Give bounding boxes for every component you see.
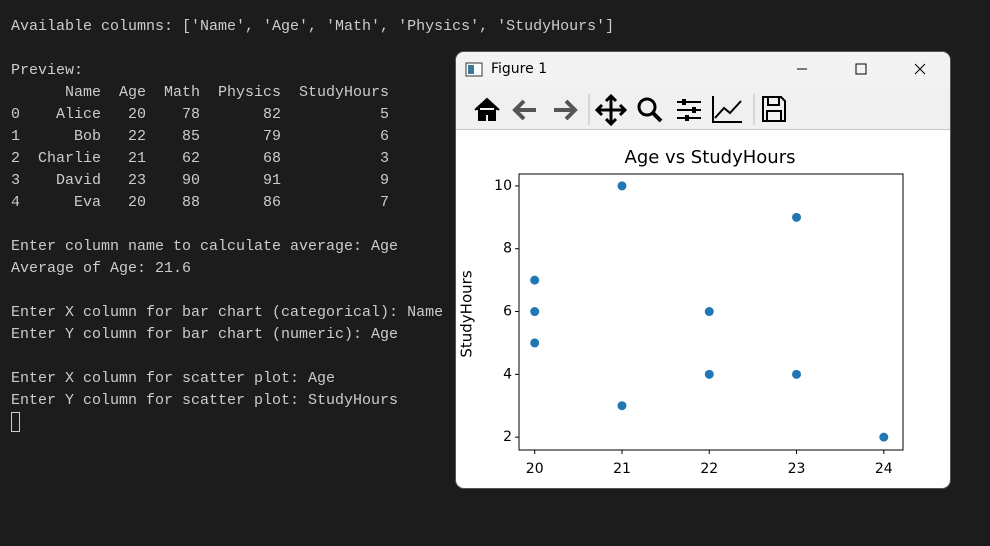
terminal-line: Enter Y column for bar chart (numeric): …	[11, 326, 399, 343]
terminal-line: Name Age Math Physics StudyHours	[11, 84, 390, 101]
terminal-line: Enter X column for bar chart (categorica…	[11, 304, 444, 321]
y-tick-label: 8	[503, 241, 512, 257]
title-bar-graphics	[465, 62, 926, 77]
terminal: Available columns: ['Name', 'Age', 'Math…	[11, 16, 614, 434]
scatter-point	[704, 307, 714, 317]
x-tick-label: 21	[613, 461, 631, 477]
maximize-button[interactable]	[855, 63, 867, 75]
x-tick-label: 24	[875, 461, 893, 477]
terminal-line: Enter Y column for scatter plot: StudyHo…	[11, 392, 399, 409]
y-tick-label: 2	[503, 429, 512, 445]
chart-title: Age vs StudyHours	[625, 147, 796, 168]
scatter-point	[704, 369, 714, 379]
output-block: Preview: Name Age Math Physics StudyHour…	[11, 60, 614, 214]
toolbar-icons	[474, 93, 786, 127]
toolbar	[456, 88, 950, 130]
app-icon	[468, 65, 474, 74]
cursor-line	[11, 412, 614, 434]
scatter-point	[530, 307, 540, 317]
terminal-line: Enter X column for scatter plot: Age	[11, 370, 336, 387]
terminal-line: Enter column name to calculate average: …	[11, 238, 399, 255]
forward-button[interactable]	[554, 99, 578, 121]
cursor	[11, 412, 20, 433]
terminal-line: 1 Bob 22 85 79 6	[11, 128, 390, 145]
output-block: Enter X column for scatter plot: Age Ente…	[11, 368, 614, 412]
home-button[interactable]	[474, 97, 500, 121]
y-tick-label: 6	[503, 304, 512, 320]
terminal-line: 2 Charlie 21 62 68 3	[11, 150, 390, 167]
close-button[interactable]	[914, 63, 926, 75]
output-block: Enter X column for bar chart (categorica…	[11, 302, 614, 346]
scatter-point	[530, 338, 540, 348]
back-button[interactable]	[512, 99, 536, 121]
configure-button[interactable]	[682, 99, 696, 121]
scatter-point	[879, 432, 889, 442]
terminal-line: 0 Alice 20 78 82 5	[11, 106, 390, 123]
scatter-point	[617, 401, 627, 411]
figure-window: Figure 1 Age vs StudyHours StudyHours 20…	[456, 52, 950, 488]
terminal-line: 4 Eva 20 88 86 7	[11, 194, 390, 211]
x-tick-label: 22	[700, 461, 718, 477]
save-button[interactable]	[762, 96, 786, 122]
terminal-line: Preview:	[11, 62, 84, 79]
pan-button[interactable]	[594, 93, 628, 127]
x-tick-label: 23	[788, 461, 806, 477]
terminal-line: Average of Age: 21.6	[11, 260, 192, 277]
title-bar: Figure 1	[456, 52, 950, 88]
y-tick-label: 10	[494, 178, 512, 194]
y-axis-label: StudyHours	[458, 270, 476, 357]
axes-button[interactable]	[712, 96, 742, 123]
scatter-point	[617, 181, 627, 191]
terminal-line: Available columns: ['Name', 'Age', 'Math…	[11, 18, 615, 35]
chart: Age vs StudyHours StudyHours 20 21 22 23 242…	[458, 147, 904, 477]
zoom-button[interactable]	[637, 97, 657, 117]
scatter-point	[792, 369, 802, 379]
scatter-point	[792, 212, 802, 222]
scatter-point	[530, 275, 540, 285]
x-tick-label: 20	[526, 461, 544, 477]
output-block: Available columns: ['Name', 'Age', 'Math…	[11, 16, 614, 38]
window-title: Figure 1	[491, 61, 548, 77]
output-block: Enter column name to calculate average: …	[11, 236, 614, 280]
terminal-line: 3 David 23 90 91 9	[11, 172, 390, 189]
y-tick-label: 4	[503, 366, 512, 382]
zoom-button[interactable]	[651, 111, 663, 123]
